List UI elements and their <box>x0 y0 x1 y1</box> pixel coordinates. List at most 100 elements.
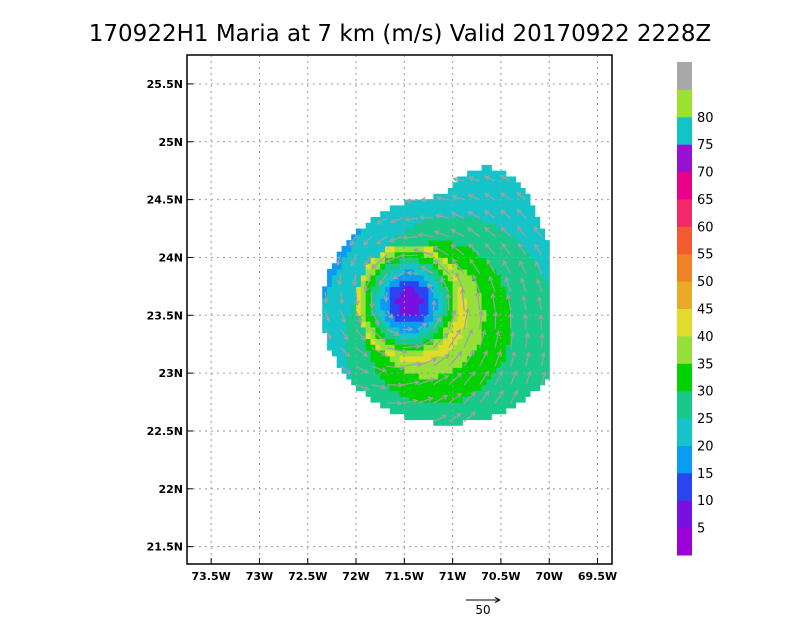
wind-speed-cell <box>486 199 492 206</box>
wind-speed-cell <box>491 390 497 397</box>
wind-speed-cell <box>423 228 430 235</box>
wind-speed-cell <box>438 193 444 201</box>
wind-speed-cell <box>476 355 483 363</box>
wind-speed-cell <box>505 344 512 351</box>
wind-speed-cell <box>510 211 517 218</box>
wind-speed-cell <box>409 349 415 357</box>
wind-speed-cell <box>331 303 338 311</box>
wind-speed-cell <box>365 228 372 235</box>
wind-speed-cell <box>500 367 507 374</box>
wind-speed-cell <box>510 280 517 287</box>
wind-vector <box>402 380 420 386</box>
wind-speed-cell <box>360 332 367 340</box>
wind-speed-cell <box>428 367 434 374</box>
wind-speed-cell <box>496 344 502 351</box>
wind-speed-cell <box>423 234 430 241</box>
wind-speed-cell <box>447 228 454 235</box>
wind-speed-cell <box>418 367 425 374</box>
wind-vector <box>475 290 481 311</box>
wind-speed-cell <box>476 361 483 368</box>
wind-speed-cell <box>351 361 357 368</box>
wind-speed-cell <box>447 384 454 392</box>
wind-speed-cell <box>433 280 439 287</box>
wind-vector <box>386 347 408 355</box>
wind-speed-cell <box>500 355 507 363</box>
wind-speed-cell <box>520 315 526 322</box>
wind-speed-cell <box>351 355 357 363</box>
wind-speed-cell <box>452 384 459 392</box>
reference-vector: 50 <box>466 597 501 617</box>
wind-speed-cell <box>413 263 420 270</box>
wind-speed-cell <box>534 280 541 287</box>
wind-speed-cell <box>529 309 536 316</box>
wind-speed-cell <box>360 297 367 305</box>
wind-speed-cell <box>399 373 405 380</box>
wind-speed-cell <box>520 321 526 328</box>
wind-speed-cell <box>500 234 507 241</box>
wind-vector <box>483 210 496 219</box>
wind-speed-cell <box>375 303 381 311</box>
wind-speed-cell <box>418 211 425 218</box>
wind-speed-cell <box>544 373 550 380</box>
wind-speed-cell <box>442 263 449 270</box>
wind-vector <box>536 278 543 293</box>
wind-speed-cell <box>467 274 473 282</box>
wind-speed-cell <box>534 373 541 380</box>
wind-speed-cell <box>423 332 430 340</box>
colorbar-segment <box>677 116 692 145</box>
wind-speed-cell <box>471 361 478 368</box>
wind-speed-cell <box>534 269 541 276</box>
wind-speed-cell <box>467 280 473 287</box>
wind-speed-cell <box>351 344 357 351</box>
wind-speed-cell <box>447 274 454 282</box>
wind-speed-cell <box>365 263 372 270</box>
wind-speed-cell <box>375 297 381 305</box>
wind-vector <box>371 328 387 343</box>
wind-speed-cell <box>462 349 468 357</box>
wind-speed-cell <box>404 274 410 282</box>
wind-speed-cell <box>544 274 550 282</box>
wind-speed-cell <box>496 402 502 409</box>
wind-speed-cell <box>520 378 526 386</box>
wind-speed-cell <box>385 384 391 392</box>
wind-speed-cell <box>515 361 521 368</box>
wind-speed-cell <box>471 216 478 224</box>
wind-speed-cell <box>438 309 444 316</box>
wind-speed-cell <box>360 309 367 316</box>
wind-speed-cell <box>491 280 497 287</box>
wind-speed-cell <box>365 286 372 293</box>
wind-vector <box>417 322 428 330</box>
wind-speed-cell <box>525 263 531 270</box>
wind-speed-cell <box>447 355 454 363</box>
wind-speed-cell <box>481 269 488 276</box>
wind-speed-cell <box>365 245 372 253</box>
wind-speed-cell <box>515 251 521 259</box>
wind-speed-cell <box>520 373 526 380</box>
wind-speed-cell <box>525 269 531 276</box>
wind-speed-cell <box>500 390 507 397</box>
wind-speed-cell <box>389 205 396 212</box>
wind-speed-cell <box>534 309 541 316</box>
wind-speed-cell <box>389 211 396 218</box>
wind-speed-cell <box>481 355 488 363</box>
wind-speed-cell <box>394 326 401 334</box>
wind-speed-cell <box>399 332 405 340</box>
wind-speed-cell <box>496 384 502 392</box>
wind-speed-cell <box>462 199 468 206</box>
wind-speed-cell <box>534 326 541 334</box>
wind-vector <box>504 276 512 293</box>
wind-speed-cell <box>360 321 367 328</box>
wind-speed-cell <box>375 245 381 253</box>
wind-speed-cell <box>438 332 444 340</box>
wind-speed-cell <box>447 211 454 218</box>
wind-speed-cell <box>544 240 550 247</box>
wind-speed-cell <box>375 263 381 270</box>
wind-speed-cell <box>525 338 531 345</box>
wind-speed-cell <box>341 355 347 363</box>
wind-speed-cell <box>341 361 347 368</box>
wind-speed-cell <box>491 182 497 189</box>
wind-vector <box>478 309 484 330</box>
wind-speed-cell <box>438 373 444 380</box>
wind-speed-cell <box>346 326 352 334</box>
wind-speed-cell <box>491 373 497 380</box>
